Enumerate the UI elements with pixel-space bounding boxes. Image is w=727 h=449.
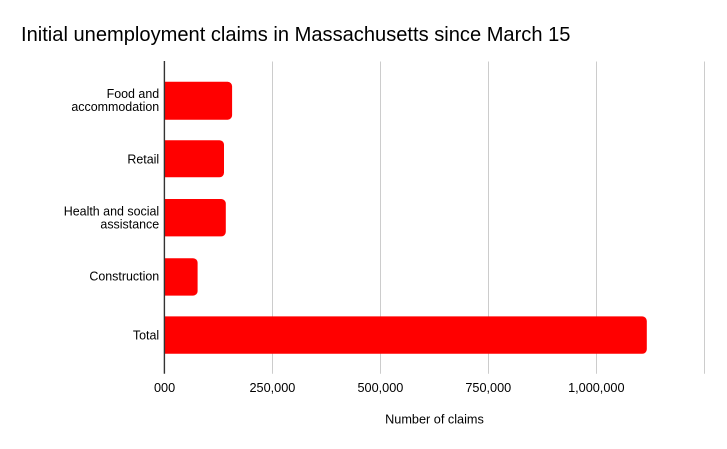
svg-text:Health and social: Health and social bbox=[64, 204, 159, 218]
svg-text:Number of claims: Number of claims bbox=[385, 413, 484, 427]
svg-text:assistance: assistance bbox=[100, 217, 159, 231]
svg-text:750,000: 750,000 bbox=[465, 381, 511, 395]
svg-text:Construction: Construction bbox=[89, 269, 159, 283]
svg-text:000: 000 bbox=[154, 381, 175, 395]
svg-text:1,000,000: 1,000,000 bbox=[568, 381, 624, 395]
svg-text:Initial unemployment claims in: Initial unemployment claims in Massachus… bbox=[21, 24, 570, 46]
svg-text:Total: Total bbox=[133, 329, 159, 343]
svg-text:Retail: Retail bbox=[127, 152, 159, 166]
svg-text:500,000: 500,000 bbox=[357, 381, 403, 395]
svg-text:Food and: Food and bbox=[107, 87, 160, 101]
svg-text:250,000: 250,000 bbox=[249, 381, 295, 395]
svg-text:accommodation: accommodation bbox=[71, 100, 159, 114]
